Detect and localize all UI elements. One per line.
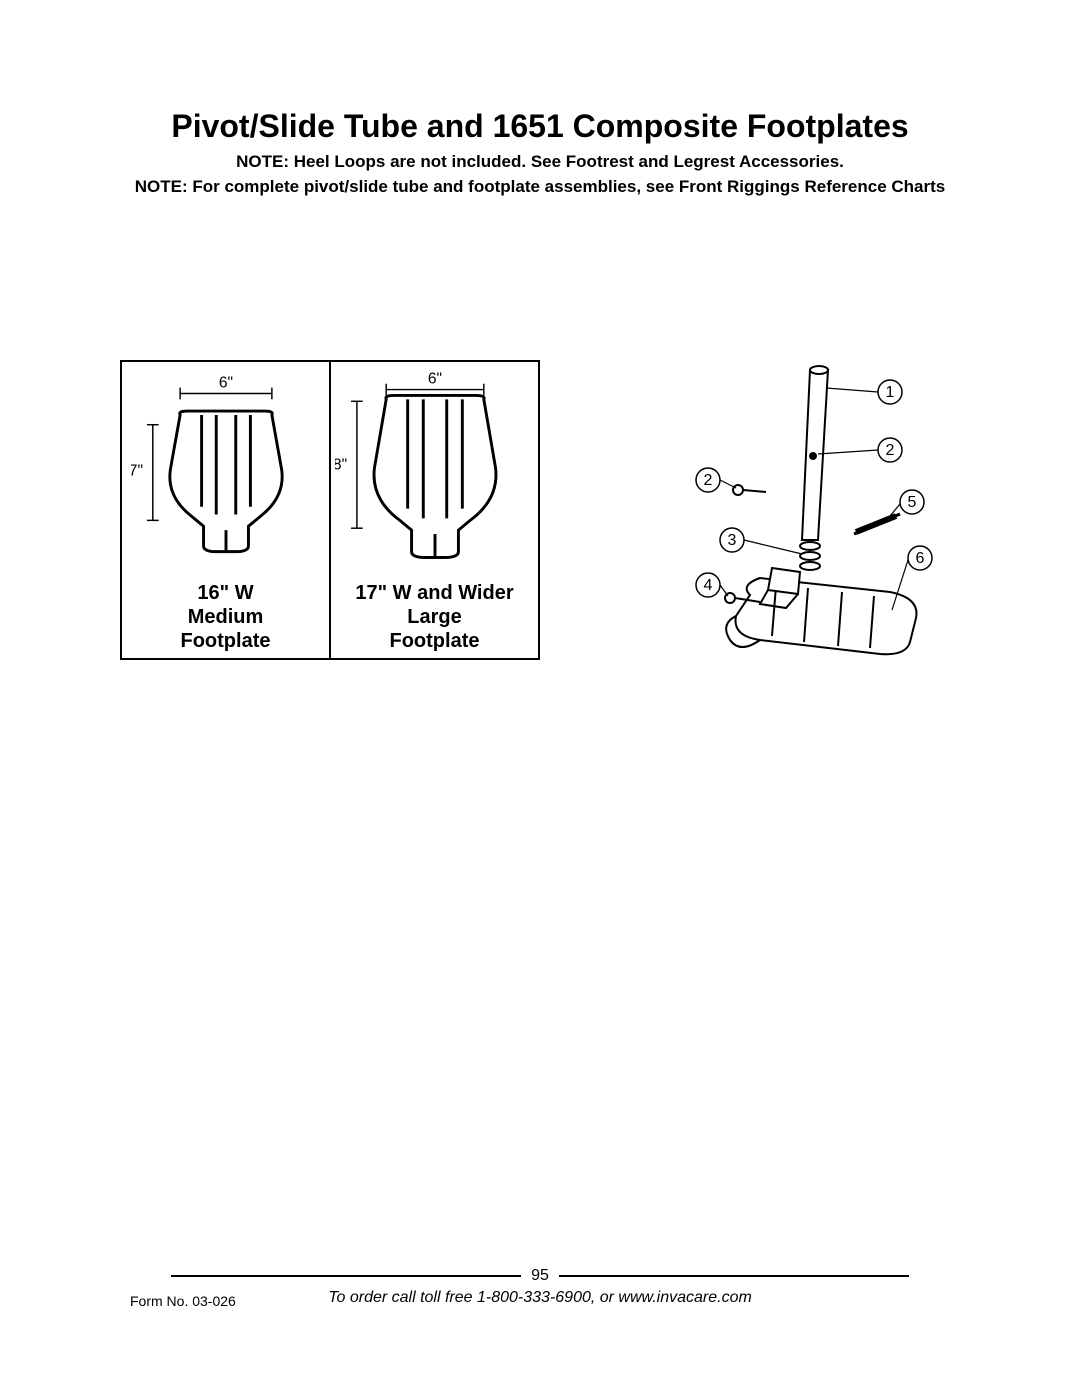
large-caption-line1: 17" W and Wider <box>355 581 513 605</box>
medium-width-label: 6" <box>218 375 232 392</box>
large-height-label: 8" <box>335 457 347 474</box>
page-number: 95 <box>531 1267 549 1285</box>
callout-3: 3 <box>728 532 737 549</box>
medium-footplate-cell: 6" 7" <box>122 362 331 658</box>
callout-6: 6 <box>916 550 925 567</box>
medium-footplate-icon: 6" 7" <box>131 372 321 577</box>
medium-caption-line3: Footplate <box>181 629 271 653</box>
callout-2a: 2 <box>886 442 895 459</box>
large-width-label: 6" <box>427 372 441 388</box>
assembly-diagram-icon: 1 2 2 3 4 5 6 <box>560 360 960 670</box>
callout-5: 5 <box>908 494 917 511</box>
page-number-row: 95 <box>0 1267 1080 1285</box>
callout-2b: 2 <box>704 472 713 489</box>
page-title: Pivot/Slide Tube and 1651 Composite Foot… <box>0 108 1080 145</box>
form-number: Form No. 03-026 <box>130 1293 236 1309</box>
large-caption-line2: Large <box>355 605 513 629</box>
large-caption-line3: Footplate <box>355 629 513 653</box>
callout-1: 1 <box>886 384 895 401</box>
medium-caption-line1: 16" W <box>181 581 271 605</box>
medium-height-label: 7" <box>131 462 143 479</box>
large-footplate-cell: 6" 8" <box>331 362 538 658</box>
large-footplate-icon: 6" 8" <box>335 372 535 577</box>
medium-caption-line2: Medium <box>181 605 271 629</box>
footer-rule-left <box>171 1275 521 1277</box>
callout-4: 4 <box>704 577 713 594</box>
diagrams-row: 6" 7" <box>120 360 960 670</box>
footer-rule-right <box>559 1275 909 1277</box>
note-2: NOTE: For complete pivot/slide tube and … <box>0 176 1080 199</box>
note-1: NOTE: Heel Loops are not included. See F… <box>0 151 1080 174</box>
footplate-comparison-box: 6" 7" <box>120 360 540 660</box>
